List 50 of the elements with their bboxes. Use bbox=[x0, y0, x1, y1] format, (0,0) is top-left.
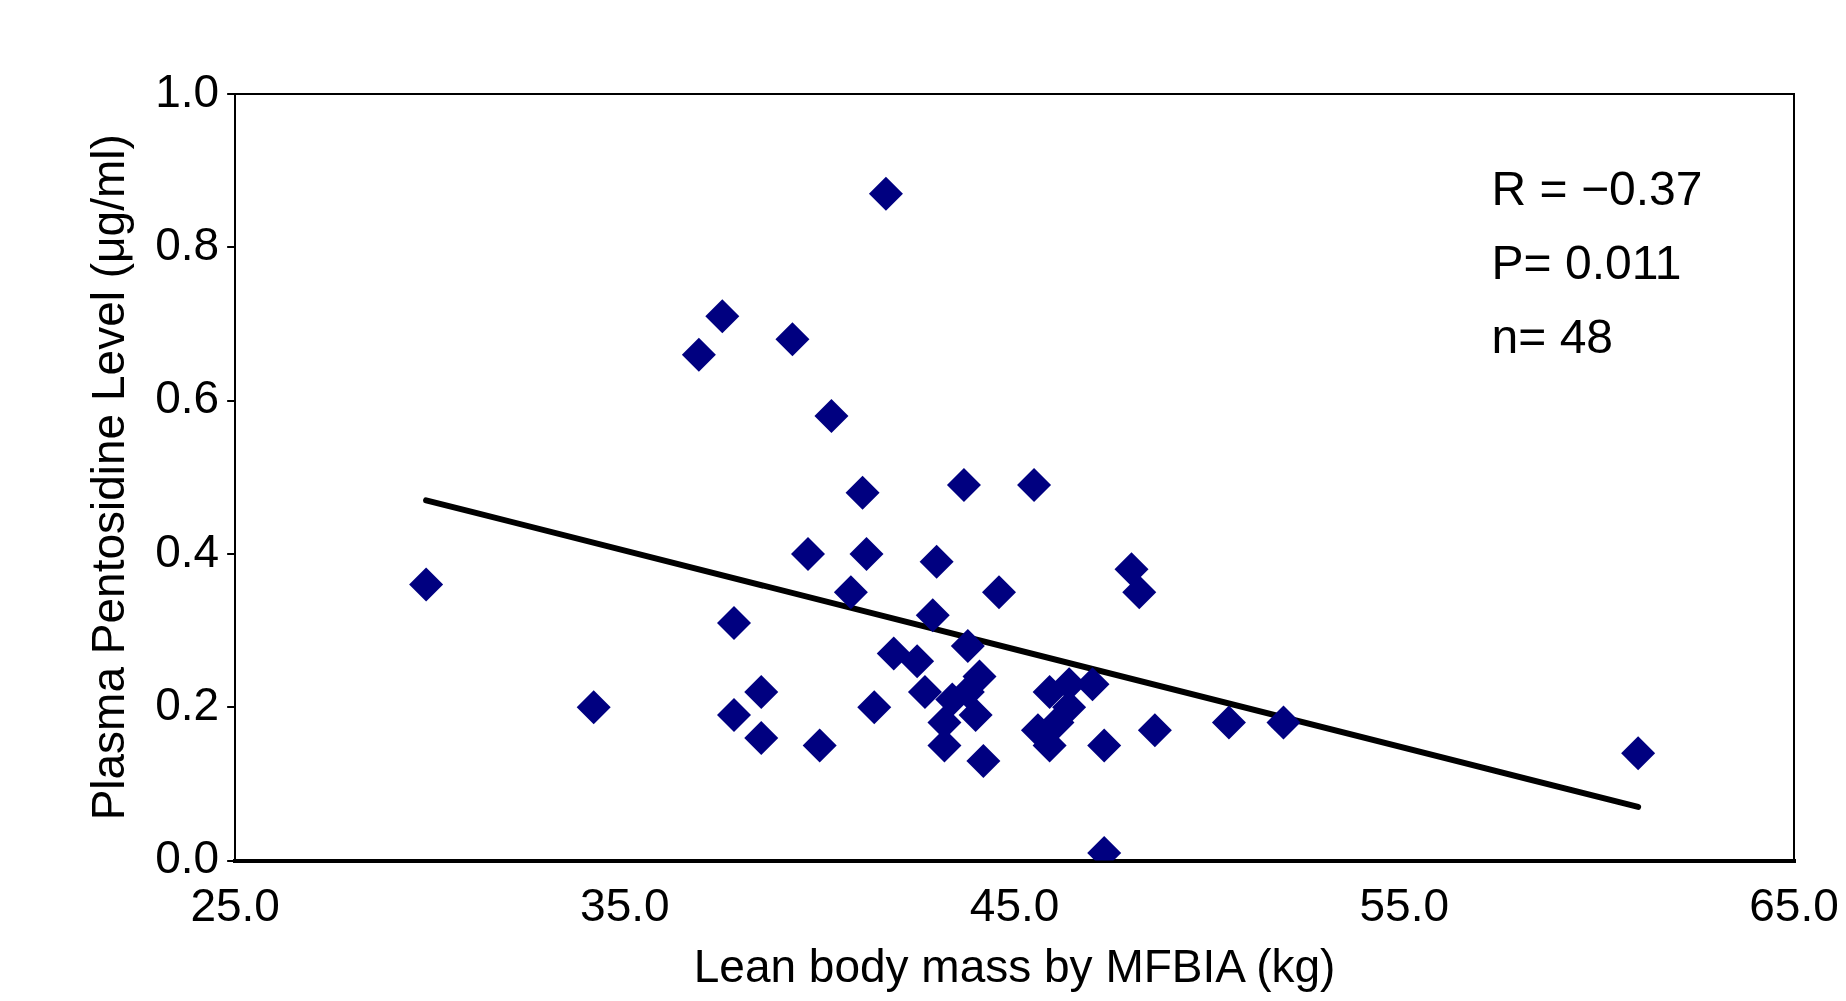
point bbox=[1211, 705, 1246, 740]
x-tick-label: 35.0 bbox=[580, 878, 670, 931]
point bbox=[705, 299, 740, 334]
point bbox=[681, 337, 716, 372]
point bbox=[981, 575, 1016, 610]
point bbox=[775, 322, 810, 357]
x-tick-label: 55.0 bbox=[1359, 878, 1450, 931]
x-tick-label: 45.0 bbox=[969, 878, 1060, 931]
x-axis-title: Lean body mass by MFBIA (kg) bbox=[693, 940, 1336, 993]
point bbox=[950, 628, 985, 663]
y-tick-label: 0.6 bbox=[155, 371, 220, 424]
point bbox=[716, 605, 751, 640]
point bbox=[1122, 575, 1157, 610]
annotation: n= 48 bbox=[1491, 310, 1614, 364]
point bbox=[1017, 467, 1052, 502]
point bbox=[833, 575, 868, 610]
point bbox=[1137, 713, 1172, 748]
point bbox=[1114, 552, 1149, 587]
point bbox=[849, 536, 884, 571]
point bbox=[1266, 705, 1301, 740]
point bbox=[907, 674, 942, 709]
y-tick-label: 0.4 bbox=[155, 524, 220, 577]
point bbox=[802, 728, 837, 763]
annotation: P= 0.011 bbox=[1491, 236, 1682, 290]
point bbox=[1087, 728, 1122, 763]
y-tick-label: 1.0 bbox=[155, 64, 220, 117]
point bbox=[814, 398, 849, 433]
point bbox=[1032, 674, 1067, 709]
y-tick-label: 0.2 bbox=[155, 677, 220, 730]
point bbox=[958, 697, 993, 732]
point bbox=[576, 690, 611, 725]
point bbox=[946, 467, 981, 502]
point bbox=[744, 720, 779, 755]
point bbox=[915, 598, 950, 633]
point bbox=[409, 567, 444, 602]
point bbox=[791, 536, 826, 571]
point bbox=[966, 743, 1001, 778]
point bbox=[716, 697, 751, 732]
point bbox=[868, 176, 903, 211]
point bbox=[919, 544, 954, 579]
x-tick-label: 65.0 bbox=[1749, 878, 1839, 931]
y-axis-title: Plasma Pentosidine Level (μg/ml) bbox=[82, 134, 135, 821]
point bbox=[857, 690, 892, 725]
point bbox=[845, 475, 880, 510]
point bbox=[876, 636, 911, 671]
point bbox=[900, 644, 935, 679]
y-tick-label: 0.8 bbox=[155, 218, 220, 271]
point bbox=[744, 674, 779, 709]
annotation: R = −0.37 bbox=[1491, 162, 1703, 216]
point bbox=[1621, 736, 1656, 771]
